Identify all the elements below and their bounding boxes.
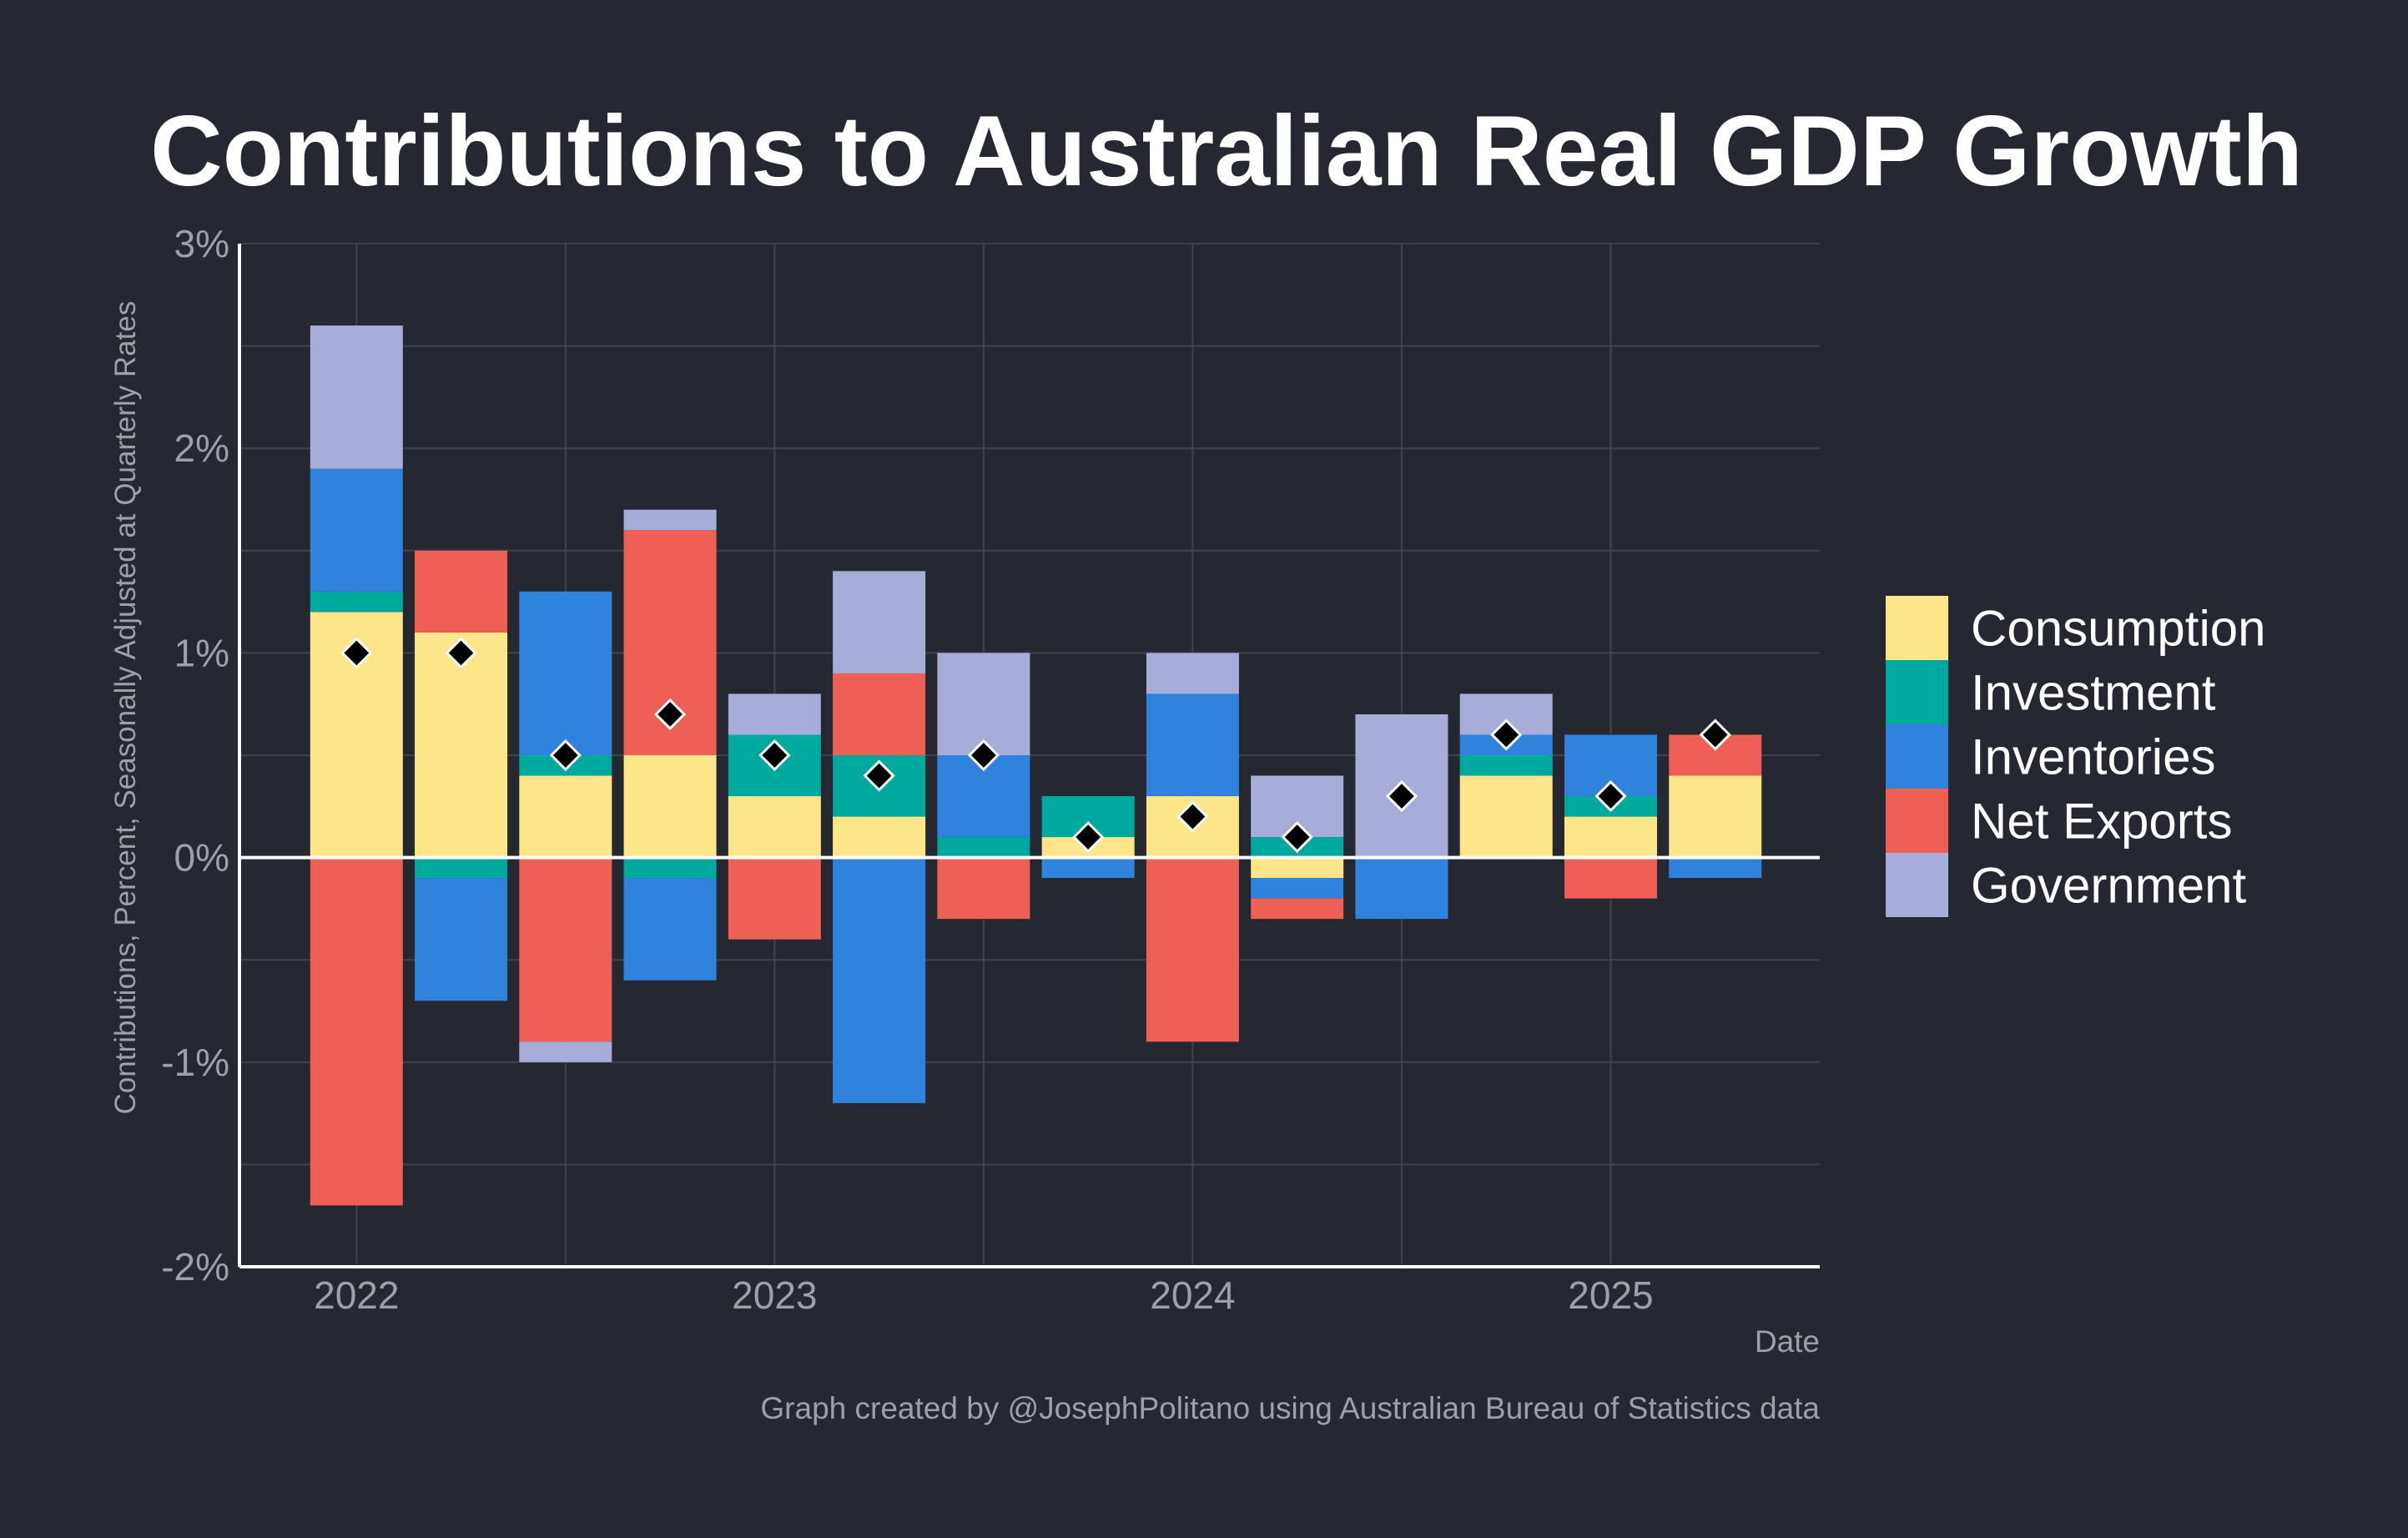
y-tick-label: 0% <box>174 836 229 880</box>
total-markers <box>340 637 1731 854</box>
bar-segment-consumption <box>415 632 508 858</box>
total-marker <box>549 739 582 772</box>
x-tick-labels: 2022 2023 2024 2025 <box>314 1273 1654 1317</box>
total-marker <box>445 637 477 669</box>
bar-segment-investment <box>415 857 508 879</box>
bar-segment-government <box>833 571 926 673</box>
bar-segment-consumption <box>833 816 926 858</box>
chart-title: Contributions to Australian Real GDP Gro… <box>150 95 2303 207</box>
total-marker <box>1699 719 1731 751</box>
total-marker <box>1594 779 1627 813</box>
bar-segment-inventories <box>623 878 717 981</box>
bar-segment-inventories <box>415 878 508 1001</box>
bar-segment-investment <box>623 857 717 879</box>
y-tick-label: 1% <box>174 631 229 674</box>
legend-swatch-investment <box>1886 660 1948 724</box>
bar-segment-government <box>519 1041 612 1062</box>
bar-segment-consumption <box>1669 775 1762 858</box>
bar-segment-inventories <box>1669 857 1762 879</box>
bar-segment-net-exports <box>1251 898 1344 920</box>
legend-label-consumption: Consumption <box>1971 601 2266 657</box>
legend-swatch-government <box>1886 853 1948 917</box>
total-marker <box>758 739 791 772</box>
bar-segment-net-exports <box>937 857 1030 920</box>
total-marker <box>340 637 373 669</box>
y-axis-title: Contributions, Percent, Seasonally Adjus… <box>109 301 142 1115</box>
bar-segment-inventories <box>1251 878 1344 899</box>
bar-segment-government <box>728 693 821 735</box>
bar-segment-inventories <box>1041 857 1135 879</box>
bar-segment-consumption <box>623 755 717 858</box>
bar-segment-net-exports <box>519 857 612 1042</box>
bar-segment-inventories <box>1146 693 1239 797</box>
bar-segment-net-exports <box>833 673 926 755</box>
bar-segment-inventories <box>310 468 403 592</box>
legend: Consumption Investment Inventories Net Expo… <box>1886 596 2266 917</box>
legend-swatch-net-exports <box>1886 789 1948 853</box>
legend-label-government: Government <box>1971 858 2246 914</box>
bar-segment-net-exports <box>1146 857 1239 1042</box>
x-tick-label: 2025 <box>1568 1273 1653 1317</box>
bar-segment-net-exports <box>728 857 821 940</box>
x-tick-label: 2024 <box>1150 1273 1235 1317</box>
bar-segment-net-exports <box>1564 857 1657 899</box>
bar-segment-inventories <box>1355 857 1448 920</box>
y-tick-label: -2% <box>161 1245 229 1288</box>
total-marker <box>1176 800 1209 833</box>
legend-label-inventories: Inventories <box>1971 729 2216 785</box>
x-tick-label: 2023 <box>732 1273 817 1317</box>
legend-swatch-inventories <box>1886 724 1948 789</box>
bar-segment-investment <box>937 837 1030 858</box>
legend-swatch-consumption <box>1886 596 1948 660</box>
total-marker <box>1072 820 1105 854</box>
y-tick-label: -1% <box>161 1041 229 1084</box>
bar-segment-government <box>623 509 717 531</box>
y-tick-label: 3% <box>174 222 229 265</box>
bar-segment-government <box>310 325 403 469</box>
total-marker <box>653 698 687 731</box>
bar-segment-government <box>937 653 1030 755</box>
bar-segment-consumption <box>728 796 821 858</box>
y-tick-labels: -2% -1% 0% 1% 2% 3% <box>161 222 229 1288</box>
bar-segment-consumption <box>1564 816 1657 858</box>
total-marker <box>1385 779 1418 813</box>
legend-label-investment: Investment <box>1971 665 2216 721</box>
x-tick-label: 2022 <box>314 1273 399 1317</box>
bar-segment-consumption <box>519 775 612 858</box>
y-tick-label: 2% <box>174 426 229 470</box>
legend-label-net-exports: Net Exports <box>1971 794 2232 850</box>
bar-segment-investment <box>1459 755 1553 776</box>
bar-segment-net-exports <box>415 550 508 633</box>
bar-segment-government <box>1146 653 1239 694</box>
axes <box>238 244 1820 1268</box>
bar-segment-investment <box>310 591 403 613</box>
bar-segment-net-exports <box>310 857 403 1206</box>
bar-segment-consumption <box>1251 857 1344 879</box>
chart-caption: Graph created by @JosephPolitano using A… <box>760 1391 1820 1425</box>
bar-segment-consumption <box>1459 775 1553 858</box>
total-marker <box>863 759 895 792</box>
total-marker <box>967 739 1000 772</box>
bars <box>310 325 1762 1206</box>
bar-segment-inventories <box>519 591 612 755</box>
x-axis-title: Date <box>1755 1324 1820 1359</box>
total-marker <box>1281 820 1313 854</box>
total-marker <box>1490 719 1523 751</box>
bar-segment-inventories <box>833 857 926 1103</box>
